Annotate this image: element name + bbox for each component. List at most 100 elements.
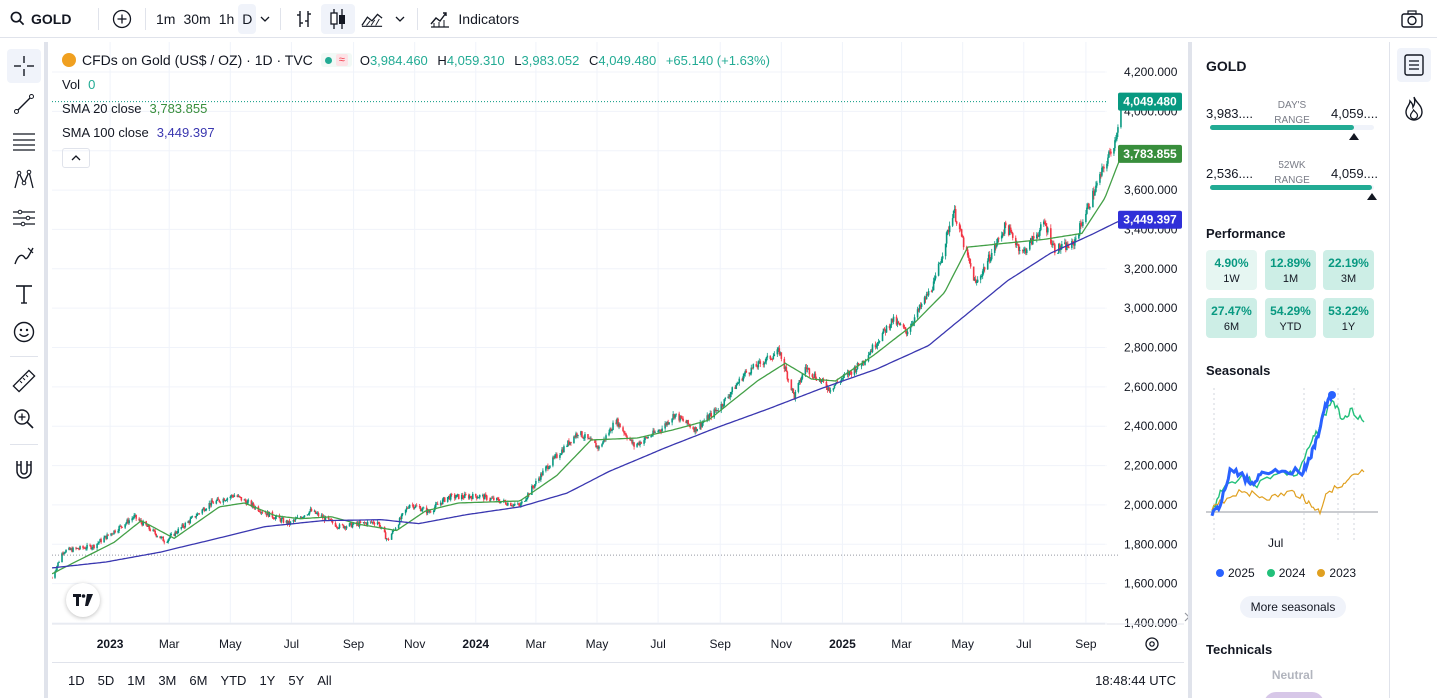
interval-dropdown[interactable] (256, 4, 274, 34)
candle-body (533, 487, 535, 488)
candle-body (969, 263, 972, 267)
forecasting-tool-button[interactable] (7, 201, 41, 235)
candle-body (644, 437, 646, 441)
zoom-in-tool-button[interactable] (7, 402, 41, 436)
chart-settings-gear-icon[interactable] (1145, 637, 1159, 651)
x-tick-label: Mar (891, 637, 912, 651)
candle-body (931, 290, 934, 292)
seasonals-title[interactable]: Seasonals (1206, 363, 1271, 378)
measure-tool-button[interactable] (7, 364, 41, 398)
legend-collapse-button[interactable] (62, 148, 90, 168)
crosshair-icon (14, 56, 34, 76)
candle-body (934, 275, 937, 279)
range-1m-button[interactable]: 1M (127, 673, 146, 688)
candle-body (327, 516, 330, 520)
range-6m-button[interactable]: 6M (189, 673, 208, 688)
candle-body (797, 382, 800, 392)
utc-clock[interactable]: 18:48:44 UTC (1095, 673, 1176, 688)
candle-body (812, 376, 815, 378)
area-chart-type-button[interactable] (355, 4, 389, 34)
panel-symbol-title[interactable]: GOLD (1206, 58, 1247, 74)
bar-chart-type-button[interactable] (287, 4, 321, 34)
y-tick-label: 2,200.000 (1124, 459, 1178, 473)
symbol-label: GOLD (31, 10, 72, 27)
candle-body (1032, 236, 1035, 239)
symbol-search-button[interactable]: GOLD (0, 4, 92, 34)
text-tool-button[interactable] (7, 277, 41, 311)
fib-retracement-tool-button[interactable] (7, 125, 41, 159)
screenshot-button[interactable] (1395, 4, 1429, 34)
legend-volume-row[interactable]: Vol 0 (62, 72, 776, 96)
pattern-tool-button[interactable] (7, 163, 41, 197)
interval-30m[interactable]: 30m (183, 10, 211, 27)
performance-title[interactable]: Performance (1206, 226, 1286, 241)
magnet-tool-button[interactable] (7, 453, 41, 487)
candle-body (751, 367, 754, 369)
tradingview-logo[interactable] (66, 583, 100, 617)
performance-value: 27.47% (1211, 304, 1252, 318)
market-status-badge[interactable]: ≈ (320, 53, 352, 67)
candle-body (560, 453, 562, 456)
x-tick-label: 2025 (829, 637, 856, 651)
candle-body (1082, 221, 1084, 226)
range-all-button[interactable]: All (317, 673, 332, 688)
range-ytd-button[interactable]: YTD (220, 673, 247, 688)
range-1d-button[interactable]: 1D (68, 673, 85, 688)
trend-line-tool-button[interactable] (7, 87, 41, 121)
chart-pane[interactable]: 4,200.0004,000.0003,800.0003,600.0003,40… (52, 42, 1184, 662)
range-1y-button[interactable]: 1Y (259, 673, 276, 688)
legend-symbol-title[interactable]: CFDs on Gold (US$ / OZ) · 1D · TVC (82, 52, 313, 68)
crosshair-tool-button[interactable] (7, 49, 41, 83)
indicators-button[interactable]: Indicators (424, 4, 525, 34)
candle-body (819, 378, 822, 382)
brush-tool-button[interactable] (7, 239, 41, 273)
range-5y-button[interactable]: 5Y (288, 673, 305, 688)
candle-body (259, 511, 262, 513)
performance-6m[interactable]: 27.47% 6M (1206, 298, 1257, 338)
performance-period: 1M (1282, 273, 1299, 285)
sma20-label: SMA 20 close (62, 100, 142, 116)
candle-body (1024, 248, 1027, 254)
interval-d[interactable]: D (238, 3, 257, 34)
watchlist-details-button[interactable] (1397, 48, 1431, 82)
performance-3m[interactable]: 22.19% 3M (1323, 250, 1374, 290)
candle-body (724, 398, 727, 400)
symbol-details-panel: GOLD 3,983.... DAY'S RANGE 4,059.... 2,53… (1188, 42, 1389, 698)
candle-body (420, 510, 423, 512)
candle-body (366, 521, 369, 526)
week52-range-marker-icon (1367, 193, 1378, 200)
candle-body (215, 500, 218, 504)
range-5d-button[interactable]: 5D (97, 673, 115, 688)
range-3m-button[interactable]: 3M (158, 673, 177, 688)
compare-symbol-button[interactable] (105, 4, 139, 34)
y-tick-label: 2,000.000 (1124, 498, 1178, 512)
legend-sma20-row[interactable]: SMA 20 close 3,783.855 (62, 96, 776, 120)
candle-body (853, 367, 856, 375)
performance-1w[interactable]: 4.90% 1W (1206, 250, 1257, 290)
candle-body (735, 384, 738, 389)
performance-1y[interactable]: 53.22% 1Y (1323, 298, 1374, 338)
interval-1m[interactable]: 1m (156, 10, 176, 27)
candles-chart-type-button[interactable] (321, 3, 356, 34)
more-seasonals-button[interactable]: More seasonals (1240, 596, 1346, 618)
hotlists-button[interactable] (1397, 92, 1431, 126)
candle-body (331, 520, 334, 523)
price-chart[interactable]: 4,200.0004,000.0003,800.0003,600.0003,40… (52, 42, 1184, 662)
candle-body (450, 494, 453, 495)
technicals-title[interactable]: Technicals (1206, 642, 1273, 657)
candle-body (462, 497, 465, 499)
close-value: 4,049.480 (598, 52, 657, 68)
interval-1h[interactable]: 1h (218, 10, 235, 27)
candle-body (1072, 241, 1074, 243)
seasonals-chart[interactable] (1202, 380, 1382, 560)
legend-sma100-row[interactable]: SMA 100 close 3,449.397 (62, 120, 776, 144)
performance-1m[interactable]: 12.89% 1M (1265, 250, 1316, 290)
candle-body (618, 423, 620, 427)
candle-body (944, 243, 947, 257)
icons-tool-button[interactable] (7, 315, 41, 349)
toolbar-divider (10, 444, 38, 445)
week52-range-bar (1210, 185, 1374, 190)
chart-type-dropdown[interactable] (389, 4, 411, 34)
performance-ytd[interactable]: 54.29% YTD (1265, 298, 1316, 338)
change-value: +65.140 (+1.63%) (665, 52, 770, 68)
